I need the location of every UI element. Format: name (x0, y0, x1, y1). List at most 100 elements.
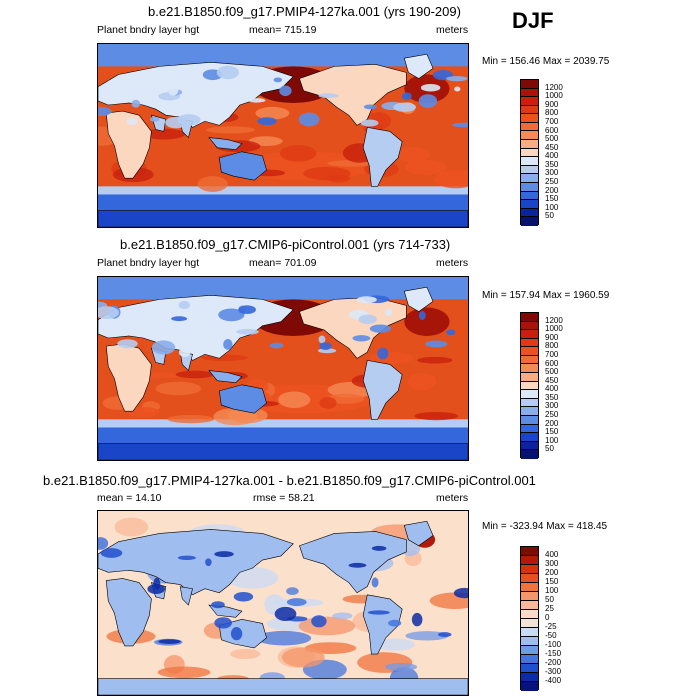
panel-1-minmax: Min = 156.46 Max = 2039.75 (482, 56, 610, 67)
continent-outline (403, 286, 434, 312)
land-anomaly-patch (214, 551, 234, 558)
continent-outline (105, 343, 152, 412)
land-patch (360, 119, 379, 127)
anomaly-patch (384, 662, 418, 671)
panel-2-map-svg (98, 277, 468, 460)
land-patch (401, 92, 412, 101)
panel-3-colorbar (520, 546, 539, 691)
land-patch (418, 311, 426, 320)
colorbar-level-label: 400 (545, 550, 559, 559)
land-patch (160, 325, 184, 336)
land-patch (446, 75, 468, 82)
colorbar-level-label: 250 (545, 177, 559, 187)
colorbar-level-label: 100 (545, 202, 559, 212)
colorbar-swatch (521, 628, 538, 637)
land-patch (356, 296, 377, 304)
land-patch (317, 348, 337, 354)
land-patch (273, 77, 283, 83)
colorbar-swatch (521, 321, 538, 331)
colorbar-level-label: 50 (545, 595, 554, 604)
land-patch (236, 328, 259, 335)
arctic-band (98, 277, 468, 300)
colorbar-level-label: 700 (545, 349, 559, 359)
colorbar-level-label: 450 (545, 142, 559, 152)
field-patch (197, 176, 228, 192)
field-patch (213, 408, 258, 426)
land-anomaly-patch (453, 587, 468, 599)
field-patch (396, 146, 430, 163)
colorbar-level-label: 100 (545, 586, 559, 595)
land-anomaly-patch (274, 606, 297, 621)
land-anomaly-patch (437, 632, 452, 637)
anomaly-patch (157, 666, 211, 679)
colorbar-swatch (521, 646, 538, 655)
land-patch (207, 297, 217, 307)
land-anomaly-patch (388, 619, 402, 627)
land-anomaly-patch (371, 545, 387, 551)
field-patch (175, 370, 215, 379)
land-anomaly-patch (214, 617, 232, 629)
colorbar-level-label: 150 (545, 427, 559, 437)
land-anomaly-patch (230, 627, 243, 641)
land-patch (393, 102, 417, 112)
land-patch (167, 83, 179, 96)
field-patch (407, 372, 437, 391)
field-patch (155, 381, 202, 396)
colorbar-swatch (521, 208, 538, 218)
colorbar-swatch (521, 338, 538, 348)
anomaly-patch (286, 587, 299, 596)
field-patch (206, 126, 255, 134)
colorbar-swatch (521, 165, 538, 175)
season-label: DJF (512, 8, 554, 33)
anomaly-patch (230, 648, 261, 660)
colorbar-swatch (521, 610, 538, 619)
colorbar-swatch (521, 655, 538, 664)
colorbar-level-label: 600 (545, 358, 559, 368)
land-patch (149, 116, 160, 122)
colorbar-swatch (521, 105, 538, 115)
colorbar-swatch (521, 313, 538, 322)
land-patch (385, 308, 393, 317)
colorbar-level-label: 150 (545, 194, 559, 204)
field-patch (142, 128, 186, 140)
land-patch (425, 340, 448, 348)
colorbar-swatch (521, 601, 538, 610)
panel-1-variable-label: Planet bndry layer hgt (97, 24, 200, 36)
continent-outline (299, 64, 407, 126)
colorbar-swatch (521, 415, 538, 425)
land-anomaly-patch (233, 592, 254, 602)
land-anomaly-patch (286, 598, 307, 607)
colorbar-level-label: 1200 (545, 315, 563, 325)
continent-outline (362, 360, 403, 420)
land-patch (352, 335, 371, 342)
colorbar-level-label: 900 (545, 99, 559, 109)
colorbar-swatch (521, 114, 538, 123)
colorbar-level-label: 300 (545, 168, 559, 178)
land-patch (257, 117, 277, 126)
colorbar-swatch (521, 330, 538, 339)
colorbar-swatch (521, 619, 538, 628)
colorbar-level-label: 300 (545, 401, 559, 411)
field-patch (255, 106, 290, 120)
colorbar-swatch (521, 441, 538, 451)
panel-2-colorbar (520, 312, 539, 459)
continent-outline (105, 110, 152, 179)
colorbar-level-label: 400 (545, 384, 559, 394)
land-patch (446, 329, 456, 336)
land-patch (298, 112, 320, 127)
colorbar-level-label: 800 (545, 108, 559, 118)
field-patch (417, 356, 453, 364)
land-patch (363, 104, 377, 110)
colorbar-swatch (521, 140, 538, 149)
land-patch (106, 80, 114, 95)
field-patch (319, 397, 337, 409)
colorbar-swatch (521, 88, 538, 98)
colorbar-level-label: 1000 (545, 324, 563, 334)
colorbar-swatch (521, 364, 538, 374)
land-patch (151, 340, 176, 355)
panel-2-units-label: meters (436, 257, 469, 269)
land-anomaly-patch (411, 612, 423, 627)
southern-ocean-band (98, 425, 468, 446)
colorbar-swatch (521, 637, 538, 646)
panel-3-map (97, 510, 469, 696)
